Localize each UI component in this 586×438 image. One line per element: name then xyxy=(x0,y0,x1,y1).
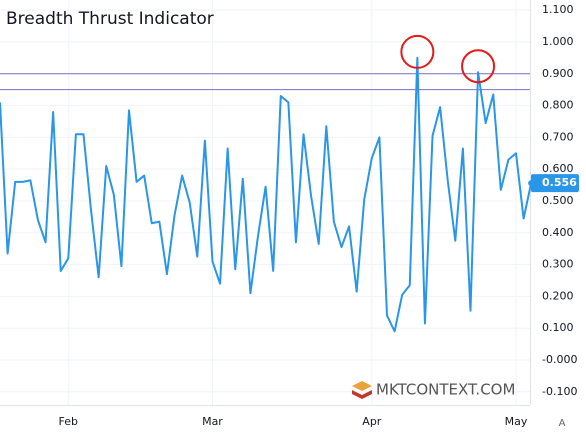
scale-button-label[interactable]: A xyxy=(559,418,566,429)
highlight-circle xyxy=(461,49,496,84)
x-tick-label: Feb xyxy=(59,415,78,428)
y-tick-label: 0.400 xyxy=(542,226,574,239)
y-tick-label: 1.000 xyxy=(542,35,574,48)
y-tick-label: -0.000 xyxy=(542,353,577,366)
grid xyxy=(0,0,530,405)
chart-title: Breadth Thrust Indicator xyxy=(6,9,214,29)
watermark-icon xyxy=(352,390,372,399)
y-tick-label: 0.900 xyxy=(542,67,574,80)
x-tick-label: May xyxy=(505,415,528,428)
x-tick-label: Apr xyxy=(362,415,382,428)
x-tick-label: Mar xyxy=(202,415,223,428)
y-tick-label: 0.600 xyxy=(542,162,574,175)
scale-button[interactable]: A xyxy=(559,418,566,429)
y-tick-label: -0.100 xyxy=(542,385,577,398)
y-tick-label: 0.200 xyxy=(542,289,574,302)
y-tick-label: 0.800 xyxy=(542,99,574,112)
y-tick-label: 1.100 xyxy=(542,3,574,16)
highlight-circle xyxy=(400,34,435,69)
watermark-text: MKTCONTEXT.COM xyxy=(376,381,515,399)
watermark: MKTCONTEXT.COM xyxy=(352,381,515,399)
y-tick-label: 0.100 xyxy=(542,321,574,334)
y-tick-label: 0.500 xyxy=(542,194,574,207)
last-value-box xyxy=(531,174,579,193)
y-tick-label: 0.700 xyxy=(542,130,574,143)
watermark-icon xyxy=(352,381,372,391)
series-line xyxy=(0,56,533,333)
last-value-label: 0.556 xyxy=(542,176,577,189)
y-tick-label: 0.300 xyxy=(542,258,574,271)
